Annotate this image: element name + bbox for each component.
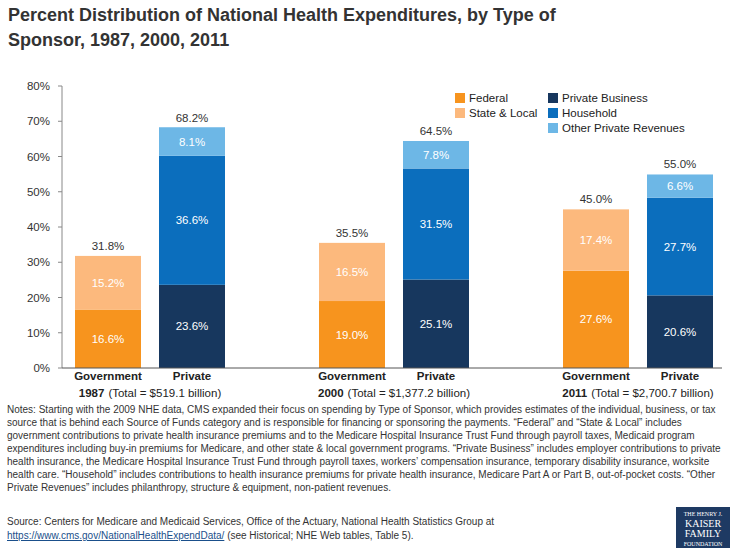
data-label: 27.6% — [580, 313, 613, 325]
bar-segment — [647, 198, 713, 296]
legend-label: Private Business — [562, 92, 648, 104]
y-tick-label: 80% — [27, 80, 50, 92]
data-label: 25.1% — [420, 318, 453, 330]
x-axis-line — [62, 368, 722, 369]
data-label: 15.2% — [92, 277, 125, 289]
bar-segment — [159, 285, 225, 368]
data-label: 7.8% — [423, 149, 449, 161]
group-label: 1987(Total = $519.1 billion) — [79, 387, 222, 399]
bar-segment — [403, 280, 469, 368]
group-year: 2011 — [562, 387, 588, 399]
y-tick-label: 30% — [27, 256, 50, 268]
y-tick — [58, 332, 62, 333]
chart-svg: 16.6% 19.0% 27.6% 15.2% 16.5% 17.4% 23.6% 25.1%… — [0, 0, 735, 551]
data-label: 16.5% — [336, 266, 369, 278]
legend: Federal State & Local Private Business Hous… — [455, 92, 685, 134]
data-label: 36.6% — [176, 214, 209, 226]
data-label: 8.1% — [179, 136, 205, 148]
y-tick-label: 20% — [27, 292, 50, 304]
bar-segment — [403, 168, 469, 279]
source: Source: Centers for Medicare and Medicai… — [7, 515, 667, 543]
data-label: 23.6% — [176, 320, 209, 332]
total-label: 64.5% — [420, 125, 453, 137]
bar-segment — [159, 127, 225, 156]
bars — [75, 127, 713, 368]
y-tick — [58, 368, 62, 369]
total-label: 55.0% — [664, 158, 697, 170]
total-label: 45.0% — [580, 193, 613, 205]
bar-segment — [647, 295, 713, 368]
bar-segment — [75, 309, 141, 368]
x-tick-label: Government — [74, 370, 142, 382]
y-tick — [58, 156, 62, 157]
total-label: 68.2% — [176, 112, 209, 124]
logo-text: THE HENRY J. — [676, 507, 730, 519]
logo: THE HENRY J.KAISERFAMILYFOUNDATION — [676, 507, 730, 548]
group-total: (Total = $2,700.7 billion) — [591, 387, 714, 399]
data-label: 27.7% — [664, 241, 697, 253]
y-tick-label: 0% — [33, 362, 50, 374]
bar-segment — [75, 256, 141, 310]
data-label: 17.4% — [580, 234, 613, 246]
legend-swatch — [548, 108, 558, 118]
bar-segment — [319, 243, 385, 301]
data-labels: 16.6% 19.0% 27.6% 15.2% 16.5% 17.4% 23.6% 25.1%… — [92, 112, 697, 345]
bar-segment — [403, 141, 469, 168]
source-text: (see Historical; NHE Web tables, Table 5… — [227, 530, 413, 541]
x-tick-label: Government — [562, 370, 630, 382]
x-tick-label: Private — [661, 370, 699, 382]
y-tick — [58, 86, 62, 87]
x-tick-label: Private — [173, 370, 211, 382]
legend-swatch — [548, 93, 558, 103]
total-label: 31.8% — [92, 240, 125, 252]
data-label: 31.5% — [420, 218, 453, 230]
y-tick-label: 60% — [27, 151, 50, 163]
data-label: 16.6% — [92, 333, 125, 345]
legend-label: Federal — [469, 92, 508, 104]
data-label: 20.6% — [664, 326, 697, 338]
legend-label: Other Private Revenues — [562, 122, 685, 134]
group-total: (Total = $1,377.2 billion) — [348, 387, 471, 399]
y-tick — [58, 121, 62, 122]
logo-text: FOUNDATION — [676, 539, 730, 549]
bar-segment — [563, 271, 629, 368]
x-tick-label: Government — [318, 370, 386, 382]
source-text: Source: Centers for Medicare and Medicai… — [7, 516, 494, 527]
y-tick — [58, 262, 62, 263]
group-total: (Total = $519.1 billion) — [108, 387, 221, 399]
bar-segment — [159, 156, 225, 285]
x-tick-label: Private — [417, 370, 455, 382]
y-tick-label: 40% — [27, 221, 50, 233]
chart-title: Percent Distribution of National Health … — [8, 3, 608, 53]
group-label: 2011(Total = $2,700.7 billion) — [562, 387, 714, 399]
total-label: 35.5% — [336, 227, 369, 239]
logo-text: KAISER — [676, 519, 730, 529]
legend-swatch — [548, 123, 558, 133]
group-year: 1987 — [79, 387, 105, 399]
y-tick — [58, 191, 62, 192]
y-tick-label: 50% — [27, 186, 50, 198]
legend-label: Household — [562, 107, 617, 119]
bar-segment — [647, 174, 713, 197]
notes: Notes: Starting with the 2009 NHE data, … — [7, 403, 727, 494]
legend-swatch — [455, 93, 465, 103]
group-year: 2000 — [318, 387, 344, 399]
bar-segment — [563, 209, 629, 270]
source-link[interactable]: https://www.cms.gov/NationalHealthExpend… — [7, 530, 224, 541]
data-label: 19.0% — [336, 329, 369, 341]
data-label: 6.6% — [667, 180, 693, 192]
bar-segment — [319, 301, 385, 368]
y-tick — [58, 227, 62, 228]
y-tick-label: 70% — [27, 115, 50, 127]
group-label: 2000 (Total = $1,377.2 billion) — [318, 387, 470, 399]
legend-label: State & Local — [469, 107, 537, 119]
y-tick — [58, 297, 62, 298]
logo-text: FAMILY — [676, 529, 730, 539]
y-tick-label: 10% — [27, 327, 50, 339]
legend-swatch — [455, 108, 465, 118]
